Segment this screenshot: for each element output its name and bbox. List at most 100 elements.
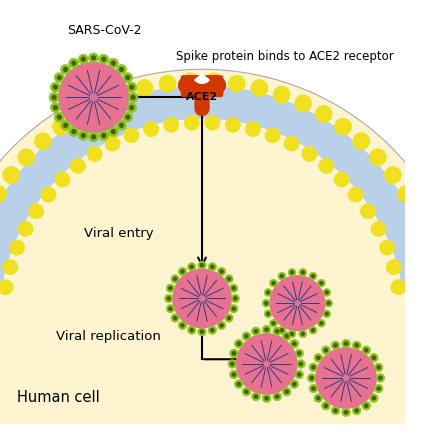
Circle shape — [322, 402, 330, 410]
Circle shape — [78, 131, 88, 141]
Circle shape — [92, 136, 95, 139]
Circle shape — [297, 352, 301, 355]
Circle shape — [229, 371, 238, 379]
Text: Viral entry: Viral entry — [84, 227, 154, 240]
Circle shape — [124, 129, 139, 144]
Circle shape — [282, 332, 291, 341]
Circle shape — [252, 392, 260, 401]
Circle shape — [54, 113, 64, 123]
Circle shape — [184, 116, 199, 131]
Circle shape — [270, 279, 278, 287]
Circle shape — [187, 263, 196, 272]
Circle shape — [105, 137, 120, 152]
Circle shape — [334, 344, 337, 347]
Circle shape — [315, 106, 332, 123]
Circle shape — [278, 326, 286, 334]
Circle shape — [362, 346, 371, 355]
Circle shape — [72, 131, 76, 134]
Circle shape — [377, 366, 380, 369]
Circle shape — [229, 349, 238, 358]
Polygon shape — [0, 87, 433, 287]
Circle shape — [211, 265, 214, 269]
Circle shape — [310, 377, 313, 380]
Circle shape — [372, 357, 375, 360]
Circle shape — [190, 265, 193, 269]
Circle shape — [325, 300, 333, 307]
Circle shape — [397, 186, 414, 203]
Circle shape — [314, 394, 323, 403]
Circle shape — [99, 131, 109, 141]
Circle shape — [232, 352, 236, 355]
Circle shape — [217, 321, 226, 330]
Circle shape — [360, 204, 375, 219]
Circle shape — [200, 330, 204, 334]
Circle shape — [171, 275, 179, 283]
Circle shape — [369, 353, 378, 362]
Circle shape — [418, 227, 433, 244]
Circle shape — [55, 173, 70, 187]
Circle shape — [172, 269, 232, 328]
Circle shape — [325, 313, 328, 316]
Circle shape — [166, 305, 174, 313]
Circle shape — [379, 377, 382, 380]
Circle shape — [264, 289, 272, 297]
Circle shape — [269, 276, 326, 332]
Circle shape — [54, 74, 64, 83]
Circle shape — [242, 388, 251, 396]
Circle shape — [242, 332, 251, 341]
Circle shape — [89, 54, 98, 64]
Circle shape — [165, 295, 173, 303]
Circle shape — [181, 324, 184, 327]
Circle shape — [136, 81, 153, 97]
Circle shape — [317, 396, 320, 400]
Text: Viral replication: Viral replication — [56, 330, 161, 343]
Circle shape — [178, 321, 187, 330]
Circle shape — [246, 122, 261, 137]
Circle shape — [159, 76, 176, 93]
Circle shape — [297, 373, 301, 376]
Circle shape — [284, 137, 299, 152]
Circle shape — [314, 353, 323, 362]
Ellipse shape — [205, 77, 226, 95]
Circle shape — [320, 322, 323, 325]
Circle shape — [53, 106, 57, 110]
Circle shape — [273, 87, 290, 104]
Circle shape — [128, 93, 138, 103]
Circle shape — [169, 307, 172, 311]
Circle shape — [237, 343, 240, 346]
Circle shape — [342, 408, 350, 417]
Circle shape — [127, 103, 137, 113]
Circle shape — [355, 409, 358, 412]
Circle shape — [72, 62, 76, 66]
Circle shape — [262, 394, 271, 403]
Circle shape — [61, 65, 71, 75]
Circle shape — [120, 68, 123, 72]
Circle shape — [297, 360, 305, 368]
Circle shape — [295, 349, 304, 358]
FancyBboxPatch shape — [181, 77, 223, 97]
Circle shape — [299, 330, 307, 338]
Circle shape — [229, 305, 238, 313]
Circle shape — [331, 406, 340, 415]
Circle shape — [70, 159, 85, 174]
Circle shape — [275, 395, 279, 398]
Circle shape — [267, 313, 270, 316]
Circle shape — [18, 222, 33, 237]
Circle shape — [386, 260, 401, 275]
Circle shape — [166, 284, 174, 293]
Circle shape — [171, 314, 179, 322]
Circle shape — [217, 268, 226, 276]
Circle shape — [272, 322, 275, 325]
Circle shape — [291, 271, 294, 274]
Circle shape — [116, 65, 126, 75]
Circle shape — [123, 74, 133, 83]
Circle shape — [231, 363, 234, 366]
Circle shape — [312, 366, 315, 369]
Circle shape — [225, 314, 233, 322]
Circle shape — [311, 329, 314, 332]
Circle shape — [182, 74, 199, 91]
Circle shape — [262, 300, 270, 307]
Text: SARS-CoV-2: SARS-CoV-2 — [68, 24, 142, 36]
Circle shape — [87, 147, 102, 162]
Circle shape — [49, 93, 59, 103]
